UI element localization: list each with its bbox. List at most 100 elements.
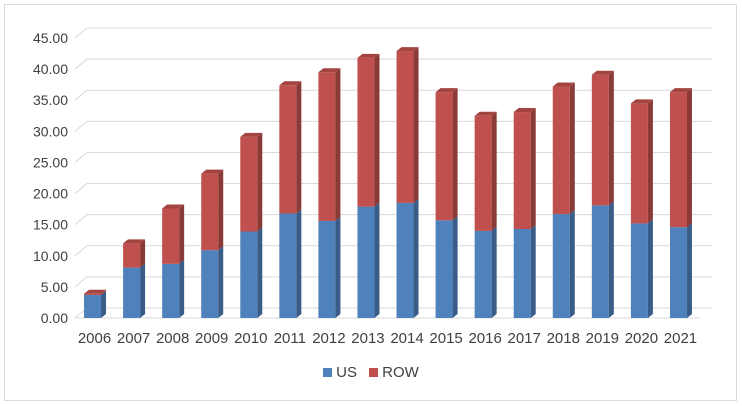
x-tick-label: 2011 <box>274 330 306 347</box>
bar-side <box>218 169 224 251</box>
bar-side <box>491 226 497 318</box>
y-tick-label: 45.00 <box>33 30 68 46</box>
bar-side <box>608 201 614 318</box>
y-tick-label: 5.00 <box>41 279 68 295</box>
bar-row-2009 <box>201 169 224 251</box>
x-tick-label: 2020 <box>625 330 658 347</box>
bar-front <box>474 230 492 318</box>
bar-row-2006 <box>84 289 107 295</box>
legend: US ROW <box>0 364 742 381</box>
bar-front <box>630 223 648 318</box>
bar-row-2016 <box>474 111 497 231</box>
bar-top <box>240 132 263 137</box>
y-tick-label: 20.00 <box>33 186 68 202</box>
bar-row-2018 <box>552 82 575 215</box>
gridline <box>74 89 712 101</box>
bar-us-2006 <box>84 290 107 318</box>
bar-us-2014 <box>396 198 419 318</box>
bar-us-2012 <box>318 216 341 318</box>
bar-side <box>686 223 692 318</box>
bar-front <box>513 112 531 230</box>
bar-row-2008 <box>162 204 185 264</box>
bar-us-2011 <box>279 209 302 318</box>
bar-row-2014 <box>396 47 419 203</box>
bar-side <box>179 259 185 318</box>
bar-side <box>530 108 536 230</box>
y-tick-label: 30.00 <box>33 123 68 139</box>
bar-side <box>179 204 185 264</box>
bar-top <box>513 108 536 113</box>
x-tick-label: 2021 <box>664 330 697 347</box>
bar-side <box>413 47 419 203</box>
bar-row-2007 <box>123 239 146 268</box>
bar-front <box>84 293 102 295</box>
legend-item-us: US <box>323 364 357 381</box>
gridline <box>74 245 712 257</box>
bar-front <box>435 220 453 318</box>
bar-front <box>396 51 414 203</box>
bar-front <box>162 263 180 318</box>
y-tick-label: 15.00 <box>33 217 68 233</box>
bar-us-2013 <box>357 202 380 318</box>
bar-side <box>140 239 146 268</box>
x-tick-label: 2009 <box>195 330 228 347</box>
bar-row-2017 <box>513 108 536 230</box>
bar-front <box>552 214 570 318</box>
y-tick-label: 25.00 <box>33 154 68 170</box>
bar-row-2011 <box>279 81 302 214</box>
bar-top <box>123 239 146 244</box>
x-tick-label: 2013 <box>351 330 384 347</box>
bar-front <box>396 202 414 318</box>
gridline <box>74 120 712 132</box>
bar-front <box>123 267 141 318</box>
bar-us-2020 <box>630 219 653 318</box>
bar-side <box>608 70 614 206</box>
bar-side <box>257 227 263 318</box>
y-tick-label: 10.00 <box>33 248 68 264</box>
x-tick-label: 2006 <box>78 330 111 347</box>
bar-front <box>591 74 609 206</box>
y-tick-label: 35.00 <box>33 92 68 108</box>
bar-front <box>279 213 297 318</box>
bar-front <box>123 243 141 268</box>
bar-top <box>162 204 185 209</box>
bar-front <box>435 92 453 221</box>
gridline <box>74 276 712 288</box>
bar-us-2017 <box>513 225 536 318</box>
bar-front <box>240 231 258 318</box>
bar-us-2008 <box>162 259 185 318</box>
bar-row-2021 <box>669 88 692 228</box>
bar-front <box>162 208 180 264</box>
bar-front <box>552 86 570 215</box>
legend-swatch-us <box>323 368 333 377</box>
legend-label-us: US <box>336 364 357 381</box>
bar-us-2021 <box>669 223 692 318</box>
bar-side <box>101 290 107 318</box>
bar-side <box>491 111 497 231</box>
x-tick-label: 2007 <box>117 330 150 347</box>
x-tick-label: 2018 <box>547 330 580 347</box>
bar-front <box>84 294 102 318</box>
bar-us-2007 <box>123 263 146 318</box>
bar-top <box>279 81 302 86</box>
y-axis: 0.00 5.00 10.00 15.00 20.00 25.00 30.00 35.00 40… <box>33 30 68 326</box>
bar-us-2009 <box>201 246 224 318</box>
bar-side <box>647 219 653 318</box>
x-tick-label: 2010 <box>234 330 267 347</box>
bar-row-2020 <box>630 99 653 224</box>
bar-side <box>413 198 419 318</box>
gridline <box>74 183 712 194</box>
bar-top <box>630 99 653 104</box>
bar-side <box>530 225 536 318</box>
x-tick-label: 2012 <box>312 330 345 347</box>
grid-layer <box>74 27 712 319</box>
bar-top <box>435 88 458 93</box>
bar-side <box>335 216 341 318</box>
bar-front <box>279 85 297 214</box>
bar-row-2015 <box>435 88 458 221</box>
bar-front <box>513 229 531 318</box>
bar-row-2013 <box>357 53 380 207</box>
bar-row-2012 <box>318 68 341 221</box>
bar-row-2019 <box>591 70 614 206</box>
bar-front <box>318 72 336 221</box>
